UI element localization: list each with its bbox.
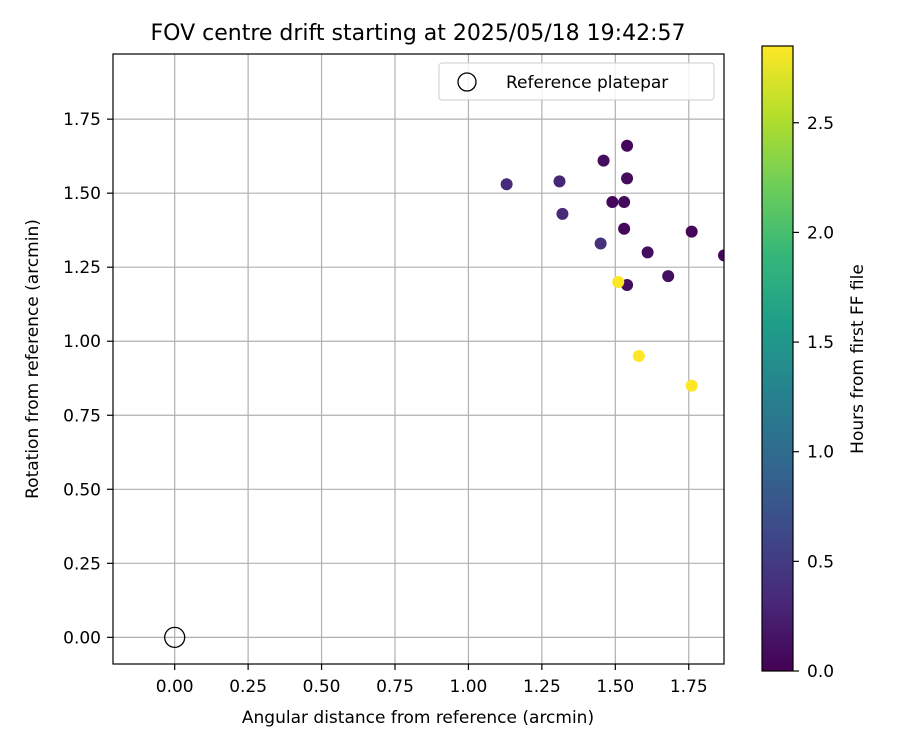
x-tick-label: 0.25 xyxy=(229,677,267,697)
legend-marker-icon xyxy=(457,72,477,92)
chart-title: FOV centre drift starting at 2025/05/18 … xyxy=(151,21,686,46)
data-point xyxy=(618,222,631,235)
colorbar-tick-label: 0.0 xyxy=(807,662,834,682)
y-tick-label: 0.25 xyxy=(63,554,101,574)
data-point xyxy=(606,196,619,209)
y-axis-ticks: 0.00 0.25 0.50 0.75 1.00 1.25 1.50 1.75 xyxy=(63,110,113,648)
scatter-points xyxy=(500,139,724,392)
colorbar-tick-label: 0.5 xyxy=(807,552,834,572)
y-tick-label: 1.25 xyxy=(63,258,101,278)
y-tick-label: 0.75 xyxy=(63,406,101,426)
colorbar-tick-label: 2.0 xyxy=(807,223,834,243)
plot-frame xyxy=(112,53,725,665)
data-point xyxy=(556,207,569,220)
data-point xyxy=(612,276,625,289)
reference-platepar-marker xyxy=(164,626,186,648)
x-tick-label: 1.75 xyxy=(670,677,708,697)
colorbar-tick-label: 1.5 xyxy=(807,333,834,353)
x-tick-label: 0.50 xyxy=(303,677,341,697)
y-tick-label: 0.00 xyxy=(63,628,101,648)
colorbar-gradient xyxy=(761,45,794,672)
data-point xyxy=(685,379,698,392)
data-point xyxy=(618,196,631,209)
x-axis-label: Angular distance from reference (arcmin) xyxy=(242,708,594,728)
data-point xyxy=(685,225,698,238)
colorbar-tick-label: 1.0 xyxy=(807,443,834,463)
y-tick-label: 0.50 xyxy=(63,480,101,500)
legend-entry-label: Reference platepar xyxy=(506,73,668,93)
x-tick-label: 1.25 xyxy=(523,677,561,697)
data-point xyxy=(500,178,513,191)
data-point xyxy=(597,154,610,167)
data-point xyxy=(718,249,724,262)
data-point xyxy=(621,172,634,185)
data-point xyxy=(553,175,566,188)
y-tick-label: 1.00 xyxy=(63,332,101,352)
data-point xyxy=(621,139,634,152)
y-tick-label: 1.50 xyxy=(63,184,101,204)
data-point xyxy=(662,270,675,283)
legend-box xyxy=(438,62,715,101)
x-axis-ticks: 0.00 0.25 0.50 0.75 1.00 1.25 1.50 1.75 xyxy=(156,664,708,697)
x-tick-label: 1.00 xyxy=(450,677,488,697)
legend: Reference platepar xyxy=(438,62,715,101)
colorbar-label: Hours from first FF file xyxy=(848,264,868,454)
x-tick-label: 0.75 xyxy=(376,677,414,697)
colorbar-tick-label: 2.5 xyxy=(807,114,834,134)
data-point xyxy=(641,246,654,259)
data-point xyxy=(594,237,607,250)
colorbar: 0.0 0.5 1.0 1.5 2.0 2.5 Hours from first FF f… xyxy=(761,45,868,682)
grid xyxy=(113,54,724,664)
y-axis-label: Rotation from reference (arcmin) xyxy=(23,219,43,499)
data-point xyxy=(632,350,645,363)
x-tick-label: 1.50 xyxy=(596,677,634,697)
colorbar-ticks: 0.0 0.5 1.0 1.5 2.0 2.5 xyxy=(793,114,834,682)
x-tick-label: 0.00 xyxy=(156,677,194,697)
y-tick-label: 1.75 xyxy=(63,110,101,130)
